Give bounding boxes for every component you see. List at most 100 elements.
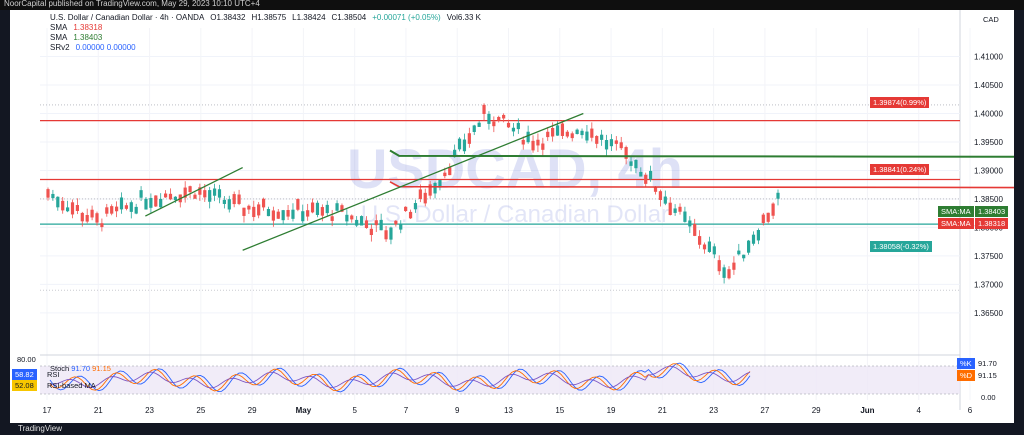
stoch-d-badge-value: 91.15 [978, 371, 997, 380]
time-tick-12: 21 [658, 406, 667, 415]
stoch-d-badge-label: %D [957, 370, 976, 381]
candle-body [727, 269, 731, 279]
candle-body [457, 138, 462, 150]
candle-body [634, 159, 638, 169]
volume-value: 6.33 K [457, 13, 481, 22]
candle-body [614, 140, 618, 144]
candle-body [144, 198, 148, 210]
close-value: 1.38504 [337, 13, 367, 22]
candle-body [227, 199, 231, 210]
price-chart[interactable]: USDCAD, 4h U.S. Dollar / Canadian Dollar… [10, 10, 1014, 423]
candle-body [85, 214, 89, 222]
price-tick-4: 1.39000 [974, 166, 1003, 175]
candle-body [482, 104, 486, 114]
candle-body [408, 211, 413, 219]
candle-body [154, 195, 158, 207]
candle-body [693, 224, 697, 236]
sma1-label[interactable]: SMA [50, 23, 68, 32]
level-label-3[interactable]: 1.38058(-0.32%) [870, 241, 932, 252]
price-tick-7: 1.37500 [974, 252, 1003, 261]
time-tick-14: 27 [760, 406, 769, 415]
sma2-label[interactable]: SMA [50, 33, 68, 42]
candle-body [448, 167, 452, 176]
time-tick-15: 29 [812, 406, 821, 415]
rsi-line [49, 365, 751, 389]
candle-body [291, 209, 295, 219]
candle-body [124, 205, 128, 209]
candle-body [511, 127, 516, 132]
time-tick-1: 21 [94, 406, 103, 415]
candle-body [232, 194, 236, 205]
candle-body [217, 189, 222, 198]
candle-body [46, 189, 50, 198]
candle-body [575, 129, 579, 135]
candle-body [771, 203, 775, 216]
stoch-zero-label: 0.00 [981, 393, 996, 402]
chart-panel[interactable] [10, 10, 1014, 423]
price-axis: 1.41000 1.40500 1.40000 1.39500 1.39000 1.385… [974, 52, 1003, 317]
rsi-value-badge: 58.82 [12, 369, 37, 380]
srv2-label[interactable]: SRv2 [50, 43, 70, 52]
candle-body [134, 206, 138, 214]
trendline-1 [242, 112, 584, 251]
candle-body [56, 196, 60, 208]
candle-body [418, 189, 422, 199]
candle-body [242, 207, 246, 216]
level-label-1[interactable]: 1.39874(0.99%) [870, 97, 930, 108]
candle-body [286, 210, 290, 217]
candle-body [252, 206, 256, 218]
sma-badge-green-value: 1.38403 [975, 206, 1009, 217]
rsi-label: RSI [47, 370, 60, 379]
candle-body [629, 161, 633, 166]
candle-body [565, 131, 569, 137]
candle-body [301, 211, 305, 222]
time-tick-0: 17 [43, 406, 52, 415]
time-tick-9: 13 [504, 406, 513, 415]
left-frame [0, 10, 10, 435]
price-tick-0: 1.41000 [974, 52, 1003, 61]
candle-body [747, 240, 751, 253]
candle-body [203, 190, 207, 198]
candle-body [359, 216, 364, 226]
time-tick-18: 6 [968, 406, 973, 415]
candle-body [183, 187, 187, 198]
low-value: 1.38424 [296, 13, 326, 22]
candle-body [70, 202, 75, 215]
candle-body [751, 234, 756, 244]
candle-body [678, 206, 682, 212]
candle-body [663, 196, 667, 204]
candle-body [325, 204, 329, 214]
candle-body [467, 133, 471, 144]
candle-body [698, 236, 702, 245]
candle-body [433, 182, 437, 194]
candle-body [404, 206, 408, 212]
candle-body [546, 131, 550, 138]
stoch-k-line [49, 362, 751, 393]
stoch-top-value: 80.00 [17, 355, 36, 364]
candle-body [80, 212, 84, 222]
candle-body [208, 190, 212, 202]
candle-body [159, 198, 163, 208]
candle-body [188, 186, 192, 193]
candle-body [345, 214, 349, 222]
candle-body [521, 139, 525, 145]
sma-badge-red-value: 1.38318 [975, 218, 1009, 229]
candle-body [149, 197, 153, 208]
sma2-value: 1.38403 [73, 33, 103, 42]
price-tick-3: 1.39500 [974, 138, 1003, 147]
time-tick-2: 23 [145, 406, 154, 415]
candle-body [139, 190, 143, 198]
price-tick-5: 1.38500 [974, 195, 1003, 204]
candle-body [531, 140, 535, 151]
tradingview-logo[interactable]: TradingView [18, 424, 63, 433]
candle-body [536, 139, 540, 146]
candle-body [75, 205, 79, 211]
candle-body [374, 220, 378, 226]
level-label-2[interactable]: 1.38841(0.24%) [870, 164, 930, 175]
candle-body [688, 220, 692, 227]
candle-body [551, 127, 555, 137]
right-frame [1014, 10, 1024, 435]
watermark-ticker: USDCAD, 4h [347, 137, 683, 200]
sma-badge-red-label: SMA:MA [938, 218, 974, 229]
candle-body [737, 250, 741, 255]
